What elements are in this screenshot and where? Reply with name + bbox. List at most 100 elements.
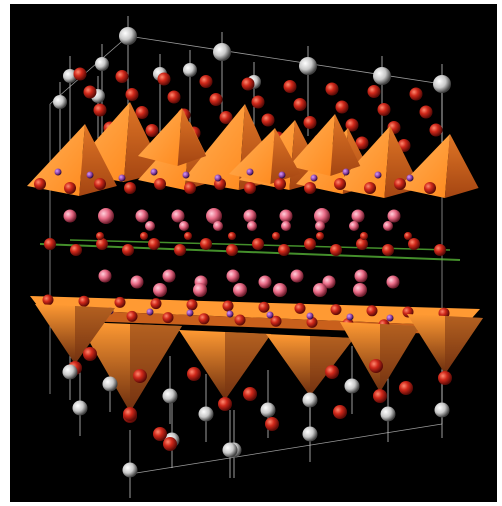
cell-edge bbox=[129, 423, 443, 475]
oxygen-atom bbox=[356, 238, 368, 250]
small-cation bbox=[146, 308, 154, 316]
oxygen-atom bbox=[304, 182, 316, 194]
large-cation bbox=[98, 208, 114, 224]
oxygen-atom bbox=[399, 381, 413, 395]
oxygen-atom bbox=[218, 397, 232, 411]
small-cation bbox=[310, 174, 318, 182]
polyhedron-face bbox=[229, 128, 275, 184]
oxygen-atom bbox=[243, 387, 257, 401]
oxygen-atom bbox=[226, 244, 238, 256]
large-cation bbox=[145, 221, 155, 231]
small-cation bbox=[54, 168, 62, 176]
polyhedron-face bbox=[138, 108, 182, 166]
large-cation bbox=[171, 209, 185, 223]
oxygen-atom bbox=[404, 232, 412, 240]
oxygen-atom bbox=[163, 437, 177, 451]
polyhedron-face bbox=[444, 134, 479, 198]
polyhedron-face bbox=[289, 114, 335, 176]
oxygen-atom bbox=[394, 178, 406, 190]
oxygen-atom bbox=[83, 347, 97, 361]
small-cation bbox=[214, 174, 222, 182]
metal-atom bbox=[302, 426, 318, 442]
crystal-structure-scene bbox=[10, 4, 497, 502]
oxygen-atom bbox=[93, 103, 107, 117]
polyhedron-face bbox=[177, 108, 207, 166]
polyhedron-face bbox=[270, 128, 301, 184]
oxygen-atom bbox=[304, 238, 316, 250]
polyhedron-face bbox=[398, 134, 450, 198]
oxygen-atom bbox=[184, 232, 192, 240]
oxygen-atom bbox=[382, 244, 394, 256]
large-cation bbox=[247, 221, 257, 231]
oxygen-atom bbox=[241, 77, 255, 91]
metal-atom bbox=[373, 67, 391, 85]
polyhedron-face bbox=[380, 324, 420, 392]
oxygen-atom bbox=[135, 106, 149, 119]
oxygen-atom bbox=[115, 70, 129, 83]
oxygen-atom bbox=[306, 316, 318, 328]
metal-atom bbox=[122, 462, 138, 478]
large-cation bbox=[353, 283, 367, 297]
oxygen-atom bbox=[293, 98, 307, 111]
large-cation bbox=[98, 269, 112, 283]
large-cation bbox=[322, 275, 336, 289]
large-cation bbox=[258, 275, 272, 289]
oxygen-atom bbox=[123, 407, 137, 421]
polyhedron-face bbox=[330, 114, 361, 176]
oxygen-atom bbox=[333, 405, 347, 419]
large-cation bbox=[153, 283, 167, 297]
oxygen-atom bbox=[364, 182, 376, 194]
oxygen-atom bbox=[369, 359, 383, 373]
metal-atom bbox=[95, 57, 109, 71]
oxygen-atom bbox=[334, 178, 346, 190]
oxygen-atom bbox=[303, 116, 317, 129]
oxygen-atom bbox=[252, 238, 264, 250]
small-cation bbox=[150, 168, 158, 176]
oxygen-atom bbox=[83, 85, 97, 99]
oxygen-atom bbox=[174, 244, 186, 256]
oxygen-atom bbox=[34, 178, 46, 190]
oxygen-atom bbox=[96, 232, 104, 240]
oxygen-atom bbox=[325, 82, 339, 96]
oxygen-atom bbox=[122, 244, 134, 256]
oxygen-atom bbox=[153, 427, 167, 441]
oxygen-atom bbox=[355, 136, 369, 150]
oxygen-atom bbox=[409, 87, 423, 101]
metal-atom bbox=[222, 442, 238, 458]
small-cation bbox=[86, 171, 94, 179]
metal-atom bbox=[72, 400, 88, 416]
oxygen-atom bbox=[251, 95, 265, 109]
oxygen-atom bbox=[78, 295, 90, 307]
small-cation bbox=[346, 313, 354, 321]
large-cation bbox=[386, 275, 400, 289]
oxygen-atom bbox=[345, 118, 359, 132]
oxygen-atom bbox=[294, 302, 306, 314]
polyhedron-face bbox=[130, 324, 182, 412]
large-cation bbox=[193, 283, 207, 297]
large-cation bbox=[213, 221, 223, 231]
oxygen-atom bbox=[96, 238, 108, 250]
oxygen-atom bbox=[335, 100, 349, 114]
large-cation bbox=[162, 269, 176, 283]
small-cation bbox=[342, 168, 350, 176]
green-plane bbox=[39, 243, 461, 261]
metal-atom bbox=[183, 63, 197, 77]
oxygen-atom bbox=[167, 90, 181, 104]
oxygen-atom bbox=[272, 232, 280, 240]
middle-layer bbox=[27, 102, 480, 334]
oxygen-atom bbox=[140, 232, 148, 240]
oxygen-atom bbox=[330, 244, 342, 256]
small-cation bbox=[306, 312, 314, 320]
oxygen-atom bbox=[44, 238, 56, 250]
metal-atom bbox=[119, 27, 137, 45]
polyhedron-face bbox=[27, 124, 85, 196]
oxygen-atom bbox=[125, 88, 139, 101]
large-cation bbox=[179, 221, 189, 231]
oxygen-atom bbox=[42, 294, 54, 306]
oxygen-atom bbox=[145, 124, 159, 137]
oxygen-atom bbox=[325, 365, 339, 379]
small-cation bbox=[374, 171, 382, 179]
large-cation bbox=[233, 283, 247, 297]
oxygen-atom bbox=[219, 111, 233, 124]
metal-atom bbox=[63, 69, 77, 83]
